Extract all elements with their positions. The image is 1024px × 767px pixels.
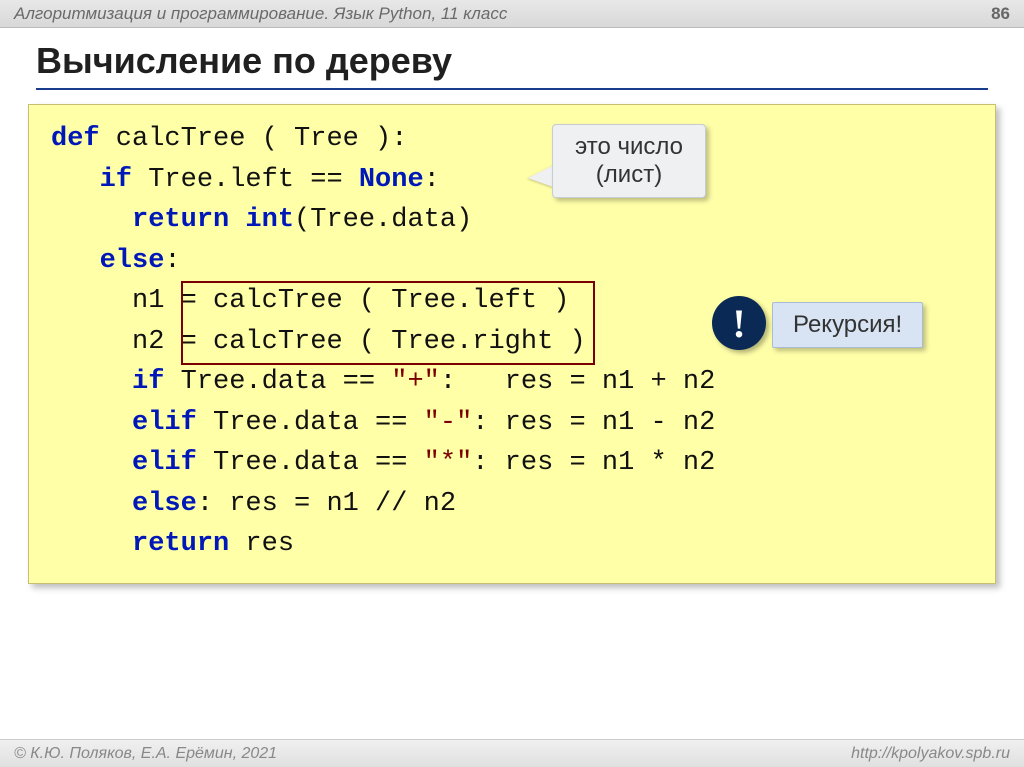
copyright: © К.Ю. Поляков, Е.А. Ерёмин, 2021	[14, 745, 277, 763]
course-title: Алгоритмизация и программирование. Язык …	[14, 4, 507, 24]
callout-recursion: Рекурсия!	[772, 302, 923, 348]
page-number: 86	[991, 4, 1010, 24]
code-line: return res	[51, 524, 977, 565]
code-line: def calcTree ( Tree ):	[51, 119, 977, 160]
footer-url: http://kpolyakov.spb.ru	[851, 745, 1010, 763]
callout-recursion-text: Рекурсия!	[793, 311, 902, 338]
header-bar: Алгоритмизация и программирование. Язык …	[0, 0, 1024, 28]
callout-leaf-line2: (лист)	[575, 161, 683, 189]
code-line: elif Tree.data == "*": res = n1 * n2	[51, 443, 977, 484]
callout-leaf: это число (лист)	[552, 124, 706, 198]
footer-bar: © К.Ю. Поляков, Е.А. Ерёмин, 2021 http:/…	[0, 739, 1024, 767]
callout-leaf-line1: это число	[575, 133, 683, 161]
code-line: return int(Tree.data)	[51, 200, 977, 241]
code-line: else:	[51, 241, 977, 282]
code-line: if Tree.data == "+": res = n1 + n2	[51, 362, 977, 403]
excl-text: !	[732, 300, 745, 347]
code-line: if Tree.left == None:	[51, 160, 977, 201]
slide: Алгоритмизация и программирование. Язык …	[0, 0, 1024, 767]
slide-title: Вычисление по дереву	[0, 28, 1024, 88]
exclamation-icon: !	[712, 296, 766, 350]
code-line: elif Tree.data == "-": res = n1 - n2	[51, 403, 977, 444]
code-line: else: res = n1 // n2	[51, 484, 977, 525]
title-rule	[36, 88, 988, 90]
code-area: def calcTree ( Tree ): if Tree.left == N…	[28, 104, 996, 584]
